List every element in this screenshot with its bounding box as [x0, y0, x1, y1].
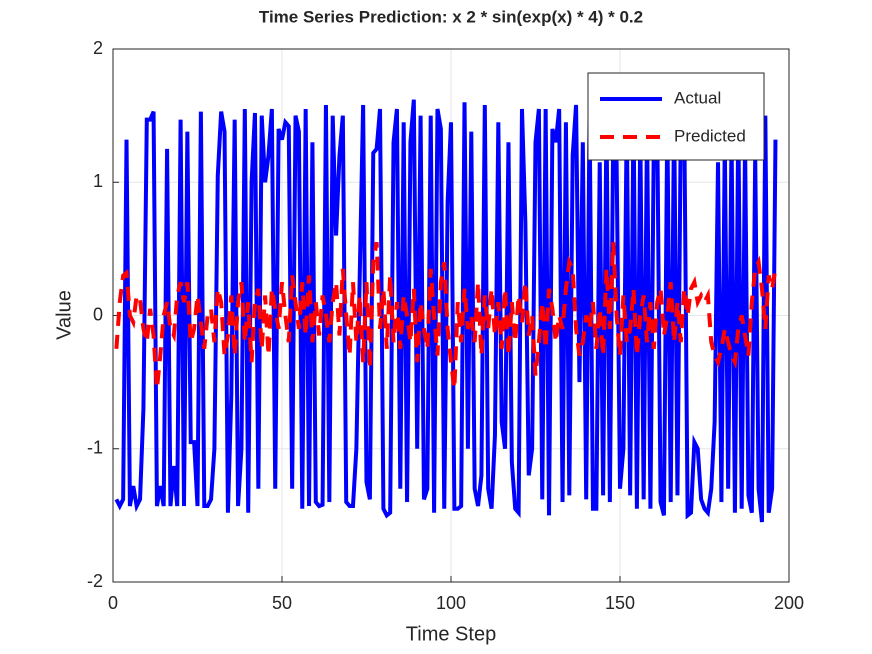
y-tick-label: 1: [93, 171, 103, 191]
x-tick-label: 100: [436, 593, 466, 613]
legend-label: Actual: [674, 88, 721, 107]
data-line: [114, 241, 778, 390]
y-tick-label: -1: [87, 438, 103, 458]
y-tick-label: 0: [93, 304, 103, 324]
x-axis-label: Time Step: [406, 623, 496, 645]
legend-label: Predicted: [674, 126, 746, 145]
x-tick-label: 150: [605, 593, 635, 613]
y-tick-label: -2: [87, 571, 103, 591]
x-tick-label: 200: [774, 593, 804, 613]
data-line: [114, 99, 778, 523]
y-axis-label: Value: [53, 290, 75, 340]
y-tick-label: 2: [93, 38, 103, 58]
legend-box: [587, 72, 765, 161]
chart-title: Time Series Prediction: x 2 * sin(exp(x)…: [259, 7, 643, 26]
x-tick-label: 0: [108, 593, 118, 613]
axes-box: [112, 48, 790, 583]
x-tick-label: 50: [272, 593, 292, 613]
